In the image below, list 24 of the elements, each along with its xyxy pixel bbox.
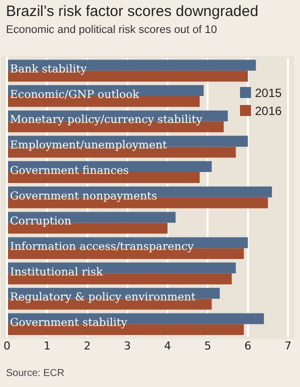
x-tick-label: 3	[124, 339, 131, 352]
y-tick-label: Government finances	[10, 164, 130, 177]
y-tick-label: Bank stability	[10, 62, 88, 76]
x-tick-label: 4	[164, 339, 172, 352]
x-tick-label: 7	[284, 339, 292, 352]
legend-label: 2016	[254, 104, 282, 118]
y-tick-label: Regulatory & policy environment	[10, 290, 196, 304]
source-note: Source: ECR	[6, 368, 64, 379]
y-tick-label: Corruption	[10, 214, 72, 228]
y-tick-label: Institutional risk	[10, 265, 104, 278]
x-tick-label: 0	[4, 339, 10, 352]
legend-label: 2015	[254, 86, 282, 100]
y-tick-label: Information access/transparency	[10, 240, 194, 253]
x-tick-label: 1	[44, 339, 51, 352]
chart-title: Brazil’s risk factor scores downgraded	[6, 3, 258, 20]
y-tick-label: Employment/unemployment	[10, 138, 168, 152]
x-tick-label: 5	[204, 339, 212, 352]
y-tick-label: Government stability	[10, 316, 128, 329]
y-tick-label: Economic/GNP outlook	[10, 88, 140, 101]
chart-subtitle: Economic and political risk scores out of 10	[6, 24, 217, 36]
y-tick-label: Monetary policy/currency stability	[10, 113, 204, 126]
y-tick-label: Government nonpayments	[10, 189, 158, 202]
x-tick-label: 6	[244, 339, 252, 352]
x-tick-label: 2	[84, 339, 91, 352]
